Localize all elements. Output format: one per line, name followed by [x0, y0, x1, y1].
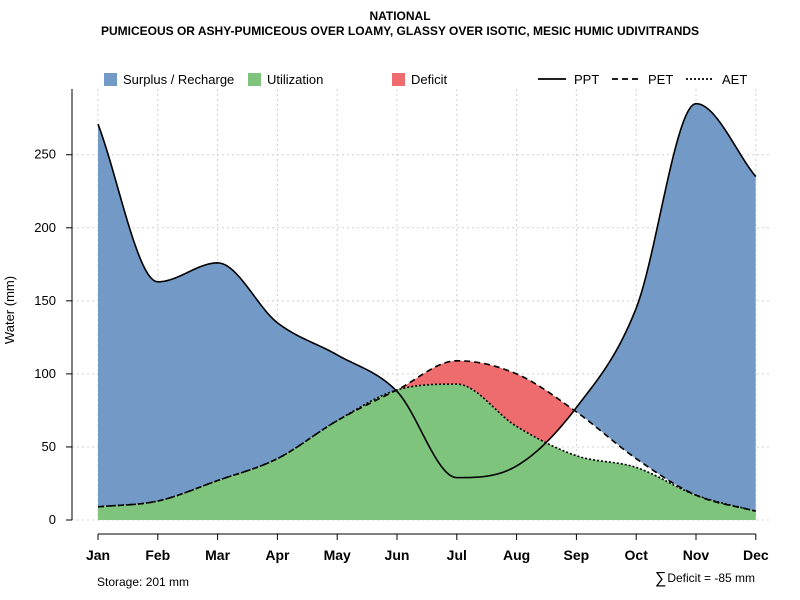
sum-icon: ∑ [654, 570, 667, 587]
y-axis-label: Water (mm) [2, 276, 17, 344]
y-tick-label: 250 [34, 147, 56, 162]
x-tick-label: Sep [564, 547, 590, 563]
y-tick-label: 50 [42, 439, 56, 454]
x-tick-label: Jul [447, 547, 467, 563]
series-line-aet [97, 383, 757, 513]
legend-swatch [392, 73, 405, 86]
x-tick-label: Jun [385, 547, 410, 563]
x-tick-label: May [324, 547, 351, 563]
axes: 0 50 100 150 200 250 Jan Feb Mar Apr May Jun Jul Aug S… [2, 89, 769, 563]
x-tick-label: Dec [743, 547, 769, 563]
utilization-area [98, 384, 756, 520]
chart-title: NATIONAL [369, 9, 431, 23]
chart-subtitle: PUMICEOUS OR ASHY-PUMICEOUS OVER LOAMY, … [100, 24, 700, 38]
series-line-ppt [97, 102, 757, 479]
y-tick-label: 150 [34, 293, 56, 308]
legend-label: Utilization [267, 72, 323, 87]
deficit-note: ∑Deficit = -85 mm [655, 570, 755, 588]
storage-note: Storage: 201 mm [97, 575, 190, 589]
legend-swatch [104, 73, 117, 86]
series-lines [97, 102, 757, 513]
x-tick-label: Aug [503, 547, 530, 563]
legend-label: Surplus / Recharge [123, 72, 234, 87]
x-tick-label: Feb [145, 547, 170, 563]
area-fills [98, 103, 756, 520]
x-tick-label: Jan [86, 547, 110, 563]
x-tick-label: Apr [265, 547, 290, 563]
y-tick-label: 0 [49, 512, 56, 527]
legend-label: Deficit [411, 72, 448, 87]
deficit-note-text: Deficit = -85 mm [667, 571, 755, 585]
legend-label: AET [722, 72, 747, 87]
x-tick-label: Mar [205, 547, 230, 563]
legend: Surplus / Recharge Utilization Deficit PPT P… [104, 72, 747, 87]
legend-label: PPT [574, 72, 599, 87]
legend-label: PET [648, 72, 673, 87]
legend-swatch [248, 73, 261, 86]
y-tick-label: 100 [34, 366, 56, 381]
y-tick-label: 200 [34, 220, 56, 235]
x-tick-label: Oct [625, 547, 649, 563]
x-tick-label: Nov [683, 547, 710, 563]
